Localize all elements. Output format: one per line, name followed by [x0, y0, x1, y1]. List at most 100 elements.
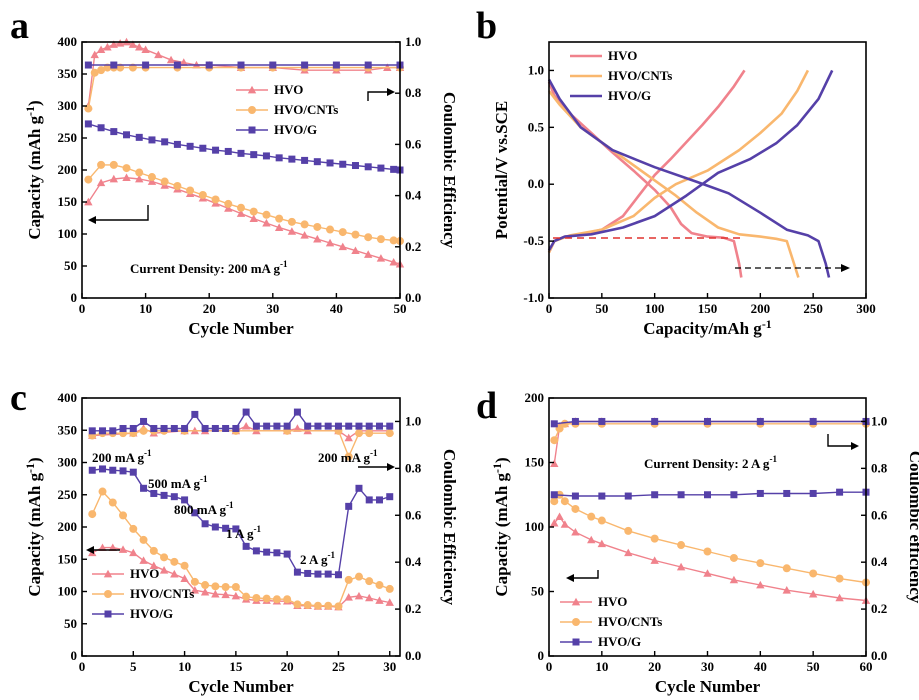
data-point [84, 175, 93, 184]
data-point [140, 484, 148, 492]
data-point [355, 422, 363, 430]
data-point [364, 61, 372, 69]
data-point [386, 493, 394, 501]
data-point [179, 58, 188, 66]
data-point [287, 227, 297, 235]
data-point [150, 489, 158, 497]
data-point [173, 140, 181, 148]
data-point [304, 569, 312, 577]
data-point [211, 582, 220, 591]
data-point [262, 152, 270, 160]
data-point [170, 424, 178, 432]
arrow-to-right-axis [827, 434, 852, 447]
arrow-to-left-axis [572, 570, 599, 579]
y2-tick-label: 0.2 [405, 239, 421, 254]
x-tick-label: 15 [229, 659, 243, 674]
data-point [88, 510, 97, 519]
data-point [274, 223, 284, 231]
annotation-current-density: Current Density: 2 A g-1 [644, 454, 777, 471]
data-point [287, 217, 296, 226]
y-tick-label: 200 [525, 390, 545, 405]
data-point [809, 569, 818, 578]
legend-label: HVO/G [598, 634, 641, 649]
data-point [90, 50, 99, 59]
data-point [273, 549, 281, 557]
data-point [325, 238, 335, 247]
data-point [365, 429, 374, 438]
annotation-rate-1: 500 mA g-1 [148, 474, 208, 491]
data-point [560, 520, 570, 528]
legend-marker [104, 590, 112, 598]
panel-letter-c: c [10, 377, 27, 419]
data-point [703, 569, 712, 577]
data-point [180, 574, 189, 582]
legend-marker [571, 597, 581, 606]
y2-tick-label: 0.0 [405, 290, 421, 305]
data-point [173, 61, 181, 69]
series-hvo-g-capacity [88, 465, 394, 579]
data-point [650, 534, 659, 543]
data-point [224, 199, 233, 208]
x-tick-label: 30 [266, 301, 279, 316]
panel-d: d 0 10 20 30 40 50 60 0 50 100 150 200 0.0 0.2 0.4 0.6 0.… [476, 385, 919, 696]
x-tick-label: 30 [383, 659, 396, 674]
legend-label: HVO [130, 566, 159, 581]
data-point [704, 491, 711, 499]
data-point [262, 594, 271, 603]
data-point [354, 591, 364, 600]
data-point [345, 502, 353, 510]
data-point [250, 151, 258, 159]
data-point [97, 66, 106, 75]
panel-letter-d: d [476, 385, 497, 427]
y2-tick-label: 1.0 [405, 34, 421, 49]
data-point [262, 210, 271, 219]
data-point [300, 220, 309, 229]
data-point [160, 553, 169, 562]
data-point [135, 174, 144, 183]
y-axis-title: Potential/V vs.SCE [492, 101, 511, 240]
data-point [283, 422, 291, 430]
x-tick-label: 0 [546, 659, 553, 674]
data-point [651, 417, 659, 425]
data-point [201, 581, 210, 590]
data-point [122, 164, 131, 173]
y2-tick-label: 1.0 [871, 413, 887, 428]
data-point [385, 584, 394, 593]
x-tick-label: 100 [645, 301, 665, 316]
data-point [326, 225, 335, 234]
panel-a: a 0 10 20 30 40 50 0 50 100 150 200 250 300 350 400 0.0 0… [10, 5, 459, 338]
data-point [109, 160, 118, 169]
data-point [129, 524, 138, 533]
y2-tick-label: 0.4 [405, 188, 422, 203]
data-point [110, 61, 118, 69]
x-tick-label: 40 [330, 301, 343, 316]
legend-item-hvo-cnts: HVO/CNTs [560, 614, 662, 629]
data-point [293, 424, 302, 432]
y-axis-title: Capacity (mAh g-1) [23, 100, 44, 239]
data-point [159, 566, 169, 574]
data-point [560, 419, 569, 428]
data-point [180, 561, 189, 570]
series-line [553, 493, 867, 584]
data-point [173, 182, 182, 190]
data-point [224, 147, 232, 155]
data-point [129, 548, 138, 557]
y2-tick-label: 0.4 [871, 554, 888, 569]
data-point [160, 177, 169, 186]
data-point [385, 429, 394, 438]
arrow-head-right [387, 88, 395, 96]
data-point [624, 526, 633, 535]
data-point [237, 61, 245, 69]
data-point [161, 138, 169, 146]
panel-c: c0 5 10 15 20 25 300501001502002503003504000.0… [10, 377, 459, 696]
y2-tick-label: 0.4 [405, 554, 422, 569]
data-point [338, 228, 347, 237]
y-tick-label: 150 [525, 455, 545, 470]
legend-marker [103, 569, 113, 578]
data-point [108, 498, 117, 507]
series-line [547, 69, 834, 251]
data-point [90, 68, 99, 77]
data-point [249, 214, 258, 222]
data-point [334, 602, 343, 611]
legend-label: HVO/CNTs [130, 586, 194, 601]
